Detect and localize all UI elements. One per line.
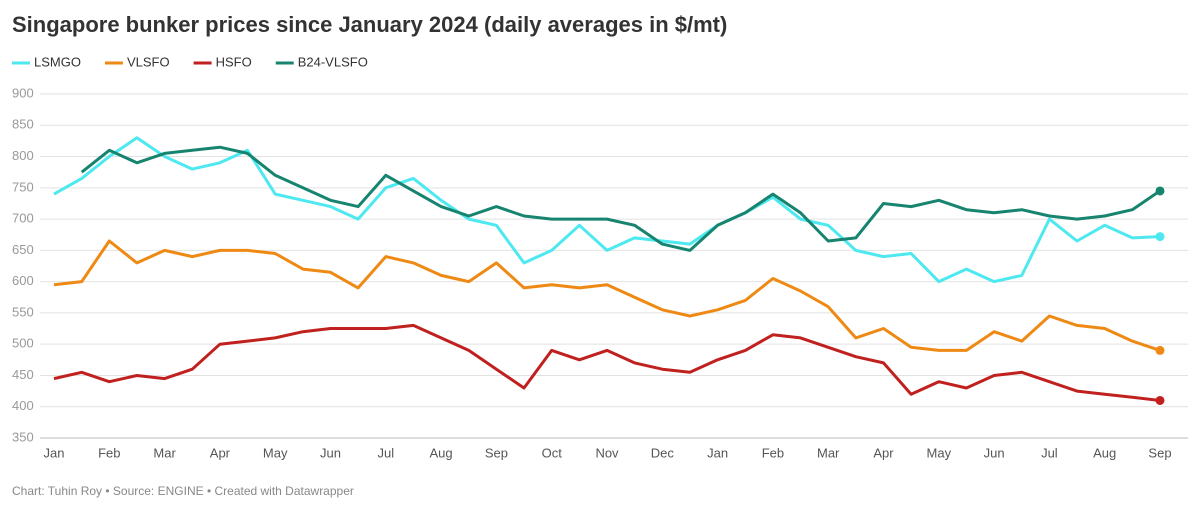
legend-label: VLSFO — [127, 54, 170, 69]
x-tick-label: Feb — [762, 445, 784, 460]
x-tick-label: Jul — [1041, 445, 1058, 460]
x-tick-label: Oct — [542, 445, 563, 460]
end-dot — [1155, 395, 1165, 405]
x-tick-label: Aug — [1093, 445, 1116, 460]
end-dot — [1155, 345, 1165, 355]
x-tick-label: Dec — [651, 445, 675, 460]
x-tick-label: Feb — [98, 445, 120, 460]
x-tick-label: Apr — [210, 445, 231, 460]
y-tick-label: 850 — [12, 117, 34, 132]
series-line — [80, 145, 1161, 252]
x-tick-label: Nov — [595, 445, 619, 460]
x-tick-label: Jan — [707, 445, 728, 460]
x-tick-label: Aug — [430, 445, 453, 460]
y-tick-label: 400 — [12, 398, 34, 413]
legend-label: B24-VLSFO — [298, 54, 368, 69]
x-tick-label: Sep — [1148, 445, 1171, 460]
x-tick-label: Jul — [377, 445, 394, 460]
y-tick-label: 450 — [12, 367, 34, 382]
y-tick-label: 800 — [12, 148, 34, 163]
y-tick-label: 600 — [12, 273, 34, 288]
x-tick-label: Apr — [873, 445, 894, 460]
legend-label: HSFO — [216, 54, 252, 69]
x-tick-label: Jun — [320, 445, 341, 460]
chart-title: Singapore bunker prices since January 20… — [12, 12, 727, 37]
source-note: Chart: Tuhin Roy • Source: ENGINE • Crea… — [12, 484, 354, 498]
end-dot — [1155, 232, 1165, 242]
series-line — [53, 323, 1161, 402]
x-tick-label: Mar — [153, 445, 176, 460]
y-tick-label: 750 — [12, 179, 34, 194]
x-tick-label: Sep — [485, 445, 508, 460]
y-tick-label: 500 — [12, 336, 34, 351]
y-tick-label: 900 — [12, 85, 34, 100]
x-tick-label: Jan — [44, 445, 65, 460]
x-tick-label: Jun — [984, 445, 1005, 460]
legend-label: LSMGO — [34, 54, 81, 69]
x-tick-label: Mar — [817, 445, 840, 460]
series-line — [53, 239, 1161, 352]
series-line — [53, 136, 1161, 284]
x-tick-label: May — [263, 445, 288, 460]
x-tick-label: May — [927, 445, 952, 460]
y-tick-label: 350 — [12, 429, 34, 444]
y-tick-label: 700 — [12, 211, 34, 226]
y-tick-label: 550 — [12, 304, 34, 319]
y-tick-label: 650 — [12, 242, 34, 257]
end-dot — [1155, 186, 1165, 196]
